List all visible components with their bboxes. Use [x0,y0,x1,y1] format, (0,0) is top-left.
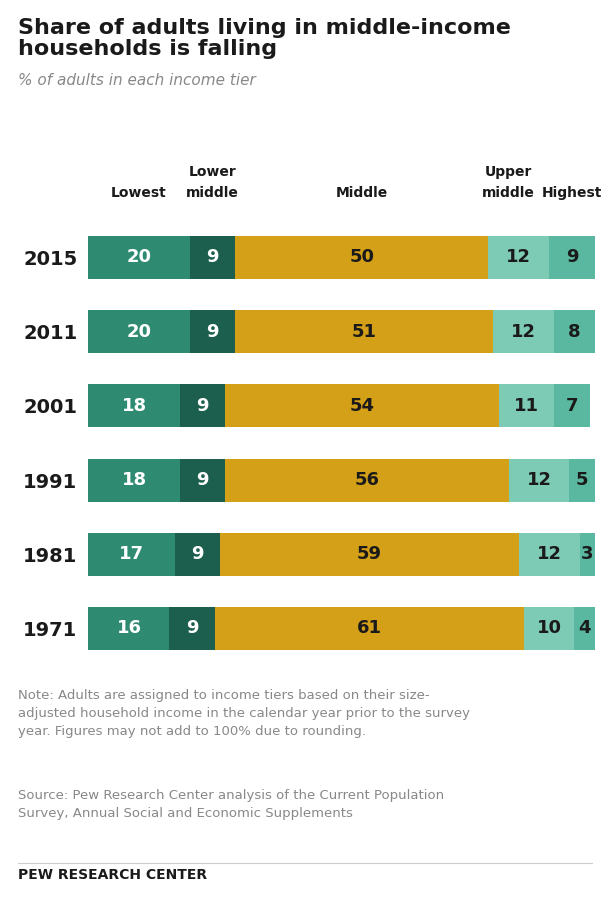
Text: 20: 20 [127,322,151,341]
Bar [179,458,225,501]
Bar [570,458,595,501]
Text: 10: 10 [537,620,562,637]
Text: Share of adults living in middle-income: Share of adults living in middle-income [18,18,511,39]
Bar [88,385,179,428]
Text: 9: 9 [196,471,209,489]
Text: Highest: Highest [542,186,602,200]
Bar [88,458,179,501]
Text: 12: 12 [506,249,531,266]
Bar [519,532,580,576]
Bar [88,607,170,650]
Text: 9: 9 [206,249,219,266]
Text: 9: 9 [191,545,204,564]
Text: middle: middle [186,186,239,200]
Text: 4: 4 [578,620,591,637]
Text: 56: 56 [354,471,379,489]
Text: Lowest: Lowest [111,186,167,200]
Text: middle: middle [483,186,535,200]
Bar [190,310,235,353]
Bar [88,310,190,353]
Text: 9: 9 [196,397,209,415]
Text: 12: 12 [511,322,536,341]
Bar [179,385,225,428]
Bar [88,532,174,576]
Bar [554,310,595,353]
Bar [235,310,493,353]
Bar [575,607,595,650]
Bar [549,236,595,279]
Text: 11: 11 [514,397,539,415]
Bar [524,607,575,650]
Text: 54: 54 [350,397,375,415]
Bar [498,385,554,428]
Text: 9: 9 [186,620,198,637]
Bar [174,532,220,576]
Text: Middle: Middle [336,186,388,200]
Text: % of adults in each income tier: % of adults in each income tier [18,73,256,88]
Bar [235,236,489,279]
Bar [489,236,549,279]
Text: 7: 7 [565,397,578,415]
Text: 51: 51 [352,322,377,341]
Text: Upper: Upper [485,165,533,179]
Bar [190,236,235,279]
Bar [509,458,570,501]
Text: 17: 17 [119,545,144,564]
Bar [225,385,498,428]
Text: 12: 12 [537,545,562,564]
Text: 50: 50 [350,249,375,266]
Bar [493,310,554,353]
Bar [215,607,524,650]
Bar [580,532,595,576]
Text: Lower: Lower [188,165,236,179]
Text: Note: Adults are assigned to income tiers based on their size-
adjusted househol: Note: Adults are assigned to income tier… [18,688,470,737]
Bar [88,236,190,279]
Text: 16: 16 [117,620,142,637]
Text: 9: 9 [206,322,219,341]
Bar [220,532,519,576]
Text: 3: 3 [581,545,594,564]
Bar [225,458,509,501]
Bar [554,385,590,428]
Text: 20: 20 [127,249,151,266]
Text: 59: 59 [357,545,382,564]
Text: Source: Pew Research Center analysis of the Current Population
Survey, Annual So: Source: Pew Research Center analysis of … [18,789,445,821]
Text: 61: 61 [357,620,382,637]
Text: 18: 18 [121,471,146,489]
Bar [170,607,215,650]
Text: 18: 18 [121,397,146,415]
Text: 5: 5 [576,471,588,489]
Text: 12: 12 [526,471,551,489]
Text: households is falling: households is falling [18,39,278,60]
Text: 8: 8 [568,322,581,341]
Text: PEW RESEARCH CENTER: PEW RESEARCH CENTER [18,868,207,881]
Text: 9: 9 [565,249,578,266]
